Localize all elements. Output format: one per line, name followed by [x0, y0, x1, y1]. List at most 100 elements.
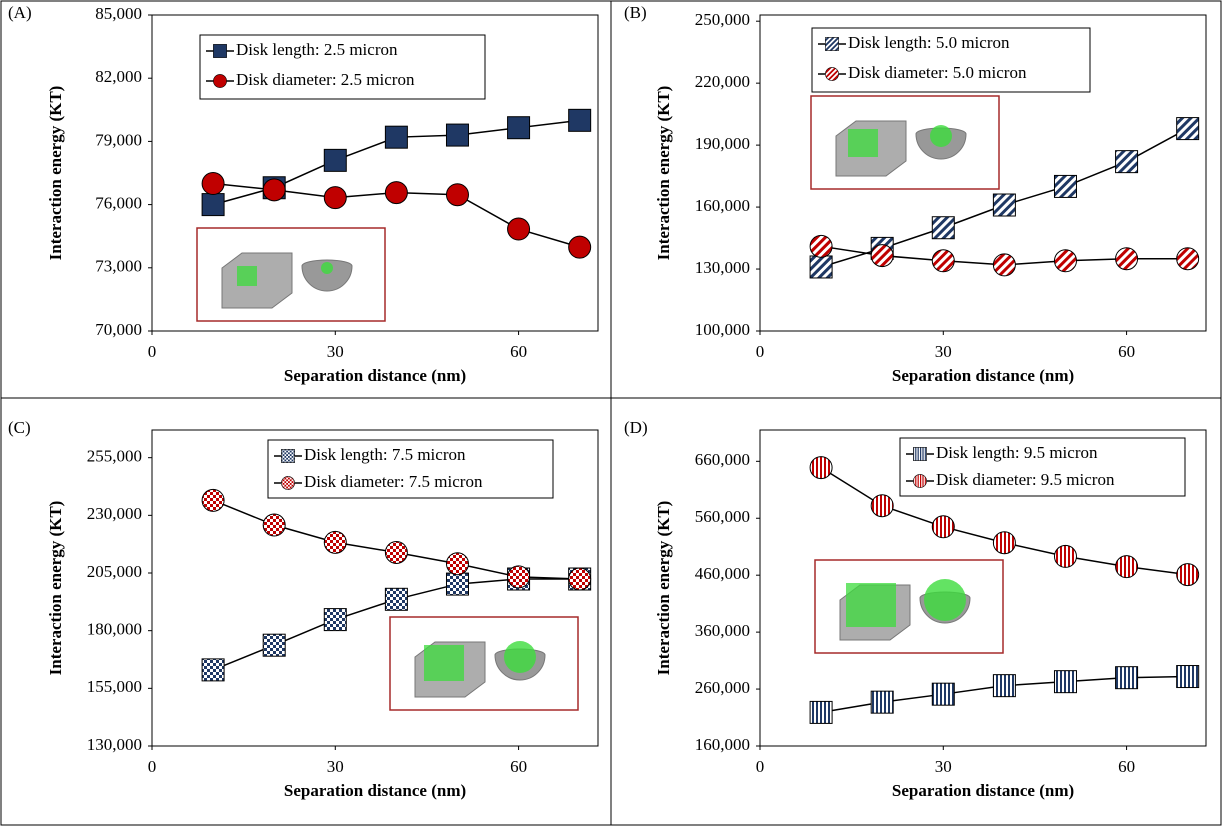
cube-insert [848, 129, 878, 157]
square-marker [825, 37, 838, 50]
square-marker [871, 691, 893, 713]
legend-label: Disk length: 2.5 micron [236, 40, 398, 59]
x-tick-label: 0 [756, 757, 765, 776]
x-tick-label: 30 [935, 757, 952, 776]
circle-marker [446, 553, 468, 575]
y-axis-title: Interaction energy (KT) [654, 501, 673, 676]
circle-marker [932, 250, 954, 272]
x-tick-label: 30 [327, 757, 344, 776]
circle-marker [810, 457, 832, 479]
circle-marker [385, 541, 407, 563]
circle-marker [871, 245, 893, 267]
circle-marker [1054, 250, 1076, 272]
square-marker [281, 449, 294, 462]
square-marker [324, 609, 346, 631]
y-tick-label: 190,000 [695, 134, 750, 153]
sphere-insert [930, 125, 952, 147]
circle-marker [825, 67, 838, 80]
square-marker [993, 675, 1015, 697]
circle-marker [1177, 564, 1199, 586]
square-marker [213, 44, 226, 57]
square-marker [569, 109, 591, 131]
y-tick-label: 360,000 [695, 621, 750, 640]
circle-marker [324, 531, 346, 553]
cube-insert [424, 645, 464, 681]
y-tick-label: 255,000 [87, 447, 142, 466]
x-tick-label: 0 [148, 757, 157, 776]
square-marker [810, 701, 832, 723]
circle-marker [202, 489, 224, 511]
x-axis-title: Separation distance (nm) [892, 366, 1074, 385]
y-tick-label: 160,000 [695, 735, 750, 754]
page: {"chart_data": [ {"type": "line", "panel… [0, 0, 1223, 827]
circle-marker [871, 495, 893, 517]
panel-label: (A) [8, 3, 32, 22]
circle-marker [263, 514, 285, 536]
y-tick-label: 230,000 [87, 504, 142, 523]
circle-marker [508, 566, 530, 588]
circle-marker [1116, 248, 1138, 270]
square-marker [385, 126, 407, 148]
y-tick-label: 560,000 [695, 507, 750, 526]
circle-marker [913, 474, 926, 487]
y-tick-label: 660,000 [695, 450, 750, 469]
y-axis-title: Interaction energy (KT) [46, 501, 65, 676]
legend-label: Disk diameter: 5.0 micron [848, 63, 1027, 82]
y-tick-label: 76,000 [95, 194, 142, 213]
circle-marker [993, 254, 1015, 276]
x-tick-label: 30 [935, 342, 952, 361]
y-tick-label: 180,000 [87, 620, 142, 639]
y-tick-label: 130,000 [695, 258, 750, 277]
panel-label: (B) [624, 3, 647, 22]
y-tick-label: 100,000 [695, 320, 750, 339]
sphere-insert [924, 579, 966, 621]
legend-label: Disk diameter: 7.5 micron [304, 472, 483, 491]
y-tick-label: 82,000 [95, 67, 142, 86]
x-tick-label: 60 [1118, 757, 1135, 776]
circle-marker [202, 173, 224, 195]
circle-marker [385, 182, 407, 204]
cube-insert [237, 266, 257, 286]
circle-marker [446, 184, 468, 206]
y-tick-label: 220,000 [695, 72, 750, 91]
figure: (A) 70,000 73,000 76,000 79,000 82,000 85,000 0… [0, 0, 1223, 827]
circle-marker [810, 235, 832, 257]
square-marker [446, 573, 468, 595]
circle-marker [263, 179, 285, 201]
x-axis-title: Separation distance (nm) [892, 781, 1074, 800]
y-tick-label: 155,000 [87, 677, 142, 696]
square-marker [932, 683, 954, 705]
y-tick-label: 250,000 [695, 10, 750, 29]
square-marker [1177, 666, 1199, 688]
y-tick-label: 70,000 [95, 320, 142, 339]
circle-marker [932, 516, 954, 538]
y-tick-label: 260,000 [695, 678, 750, 697]
square-marker [324, 149, 346, 171]
sphere-insert [321, 262, 333, 274]
y-tick-label: 85,000 [95, 4, 142, 23]
y-axis-title: Interaction energy (KT) [46, 86, 65, 261]
square-marker [993, 194, 1015, 216]
y-tick-label: 205,000 [87, 562, 142, 581]
panel-label: (C) [8, 418, 31, 437]
x-tick-label: 0 [756, 342, 765, 361]
y-axis-title: Interaction energy (KT) [654, 86, 673, 261]
y-tick-label: 79,000 [95, 130, 142, 149]
square-marker [202, 194, 224, 216]
circle-marker [569, 236, 591, 258]
legend-label: Disk length: 5.0 micron [848, 33, 1010, 52]
panel-label: (D) [624, 418, 648, 437]
square-marker [508, 117, 530, 139]
x-tick-label: 60 [1118, 342, 1135, 361]
square-marker [1116, 667, 1138, 689]
y-tick-label: 73,000 [95, 257, 142, 276]
square-marker [932, 217, 954, 239]
circle-marker [993, 532, 1015, 554]
square-marker [810, 256, 832, 278]
square-marker [1054, 671, 1076, 693]
legend-label: Disk length: 7.5 micron [304, 445, 466, 464]
square-marker [446, 124, 468, 146]
x-axis-title: Separation distance (nm) [284, 781, 466, 800]
circle-marker [508, 218, 530, 240]
square-marker [1177, 118, 1199, 140]
